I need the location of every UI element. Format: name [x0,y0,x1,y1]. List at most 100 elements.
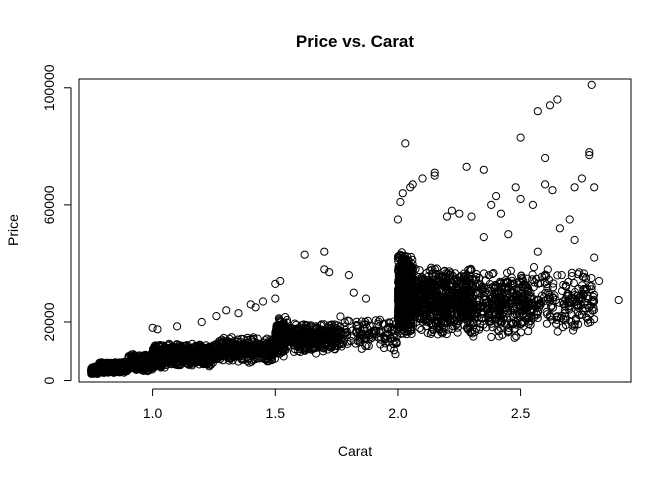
data-point [398,189,407,198]
data-point [458,280,467,289]
data-point [409,319,418,328]
data-point [424,279,433,288]
data-point [294,337,303,346]
data-point [588,297,597,306]
data-point [462,297,471,307]
data-point [276,276,285,286]
data-point [567,268,577,277]
data-point [533,313,542,323]
data-point [548,283,558,292]
data-point [408,289,418,298]
data-point [225,345,234,354]
data-point [442,330,451,339]
data-point [247,345,256,354]
data-point [153,325,162,334]
data-point [151,360,160,369]
data-point [438,329,447,338]
data-point [415,324,424,333]
data-point [333,326,342,335]
data-point [115,364,124,373]
data-point [507,299,517,308]
data-point [319,347,328,356]
data-point [524,314,533,323]
plot-frame [78,78,632,383]
data-point [469,302,478,311]
data-point [255,339,265,348]
data-point [202,350,212,359]
data-point [466,264,475,273]
data-point [578,272,587,281]
data-point [579,269,589,278]
data-point [399,300,408,309]
data-point [535,299,544,308]
data-point [301,321,311,330]
data-point [409,304,418,313]
data-point [485,317,494,326]
data-point [410,305,420,314]
data-point [570,235,579,245]
data-point [320,265,329,274]
data-point [246,300,255,309]
data-point [512,285,522,294]
data-point [462,162,471,171]
data-point [164,352,173,361]
data-point [425,283,434,292]
data-point [105,363,114,372]
data-point [181,341,190,351]
data-point [349,288,358,297]
data-point [189,348,198,357]
data-point [344,271,353,280]
y-axis-label: Price [5,214,21,246]
data-point [540,296,549,306]
data-point [300,250,309,259]
data-point [394,262,403,271]
data-point [589,295,598,304]
data-point [478,287,487,296]
data-point [577,310,587,319]
data-point [436,299,445,308]
data-point [470,327,480,337]
data-point [565,298,574,307]
data-point [361,342,370,351]
data-point [284,329,293,338]
data-point [459,305,468,314]
data-point [501,305,510,314]
data-point [560,309,569,318]
data-point [99,368,109,377]
data-point [95,363,105,372]
data-point [418,174,427,183]
data-point [212,312,221,321]
data-point [553,271,562,280]
data-point [380,335,389,344]
data-point [436,272,445,281]
data-point [260,338,269,347]
data-point [565,215,574,224]
data-point [240,342,249,351]
data-point [417,325,426,334]
data-point [408,276,417,285]
data-point [413,286,422,295]
data-point [545,311,555,320]
data-point [469,332,478,341]
data-point [577,174,587,183]
data-point [517,317,526,326]
data-point [389,340,398,349]
data-point [399,254,408,263]
data-point [175,342,184,351]
data-point [530,278,539,287]
data-point [352,317,361,326]
data-point [439,312,448,321]
data-point [484,271,493,280]
data-point [441,295,450,304]
data-point [557,271,566,280]
data-point [570,183,579,192]
data-point [416,283,425,292]
data-point [416,314,425,323]
data-point [243,356,252,365]
data-point [357,329,366,338]
data-point [251,303,260,312]
data-point [552,319,561,328]
data-point [140,357,149,366]
data-point [235,350,244,359]
